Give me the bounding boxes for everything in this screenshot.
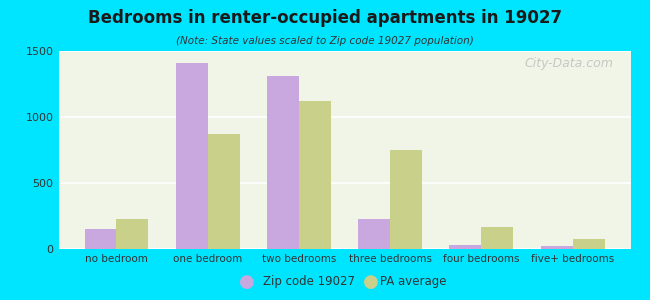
Text: Bedrooms in renter-occupied apartments in 19027: Bedrooms in renter-occupied apartments i… bbox=[88, 9, 562, 27]
Text: PA average: PA average bbox=[380, 275, 447, 289]
Bar bbox=[116, 219, 148, 249]
Bar bbox=[299, 101, 331, 249]
Bar bbox=[541, 246, 573, 249]
Bar bbox=[573, 239, 604, 249]
Bar bbox=[449, 245, 482, 249]
Bar bbox=[482, 226, 514, 249]
Text: Zip code 19027: Zip code 19027 bbox=[263, 275, 356, 289]
Bar bbox=[176, 63, 207, 249]
Text: ●: ● bbox=[239, 273, 255, 291]
Bar bbox=[207, 134, 240, 249]
Text: ●: ● bbox=[363, 273, 378, 291]
Bar bbox=[84, 229, 116, 249]
Bar bbox=[358, 219, 390, 249]
Bar bbox=[267, 76, 299, 249]
Bar bbox=[390, 150, 422, 249]
Text: City-Data.com: City-Data.com bbox=[525, 57, 614, 70]
Text: (Note: State values scaled to Zip code 19027 population): (Note: State values scaled to Zip code 1… bbox=[176, 36, 474, 46]
